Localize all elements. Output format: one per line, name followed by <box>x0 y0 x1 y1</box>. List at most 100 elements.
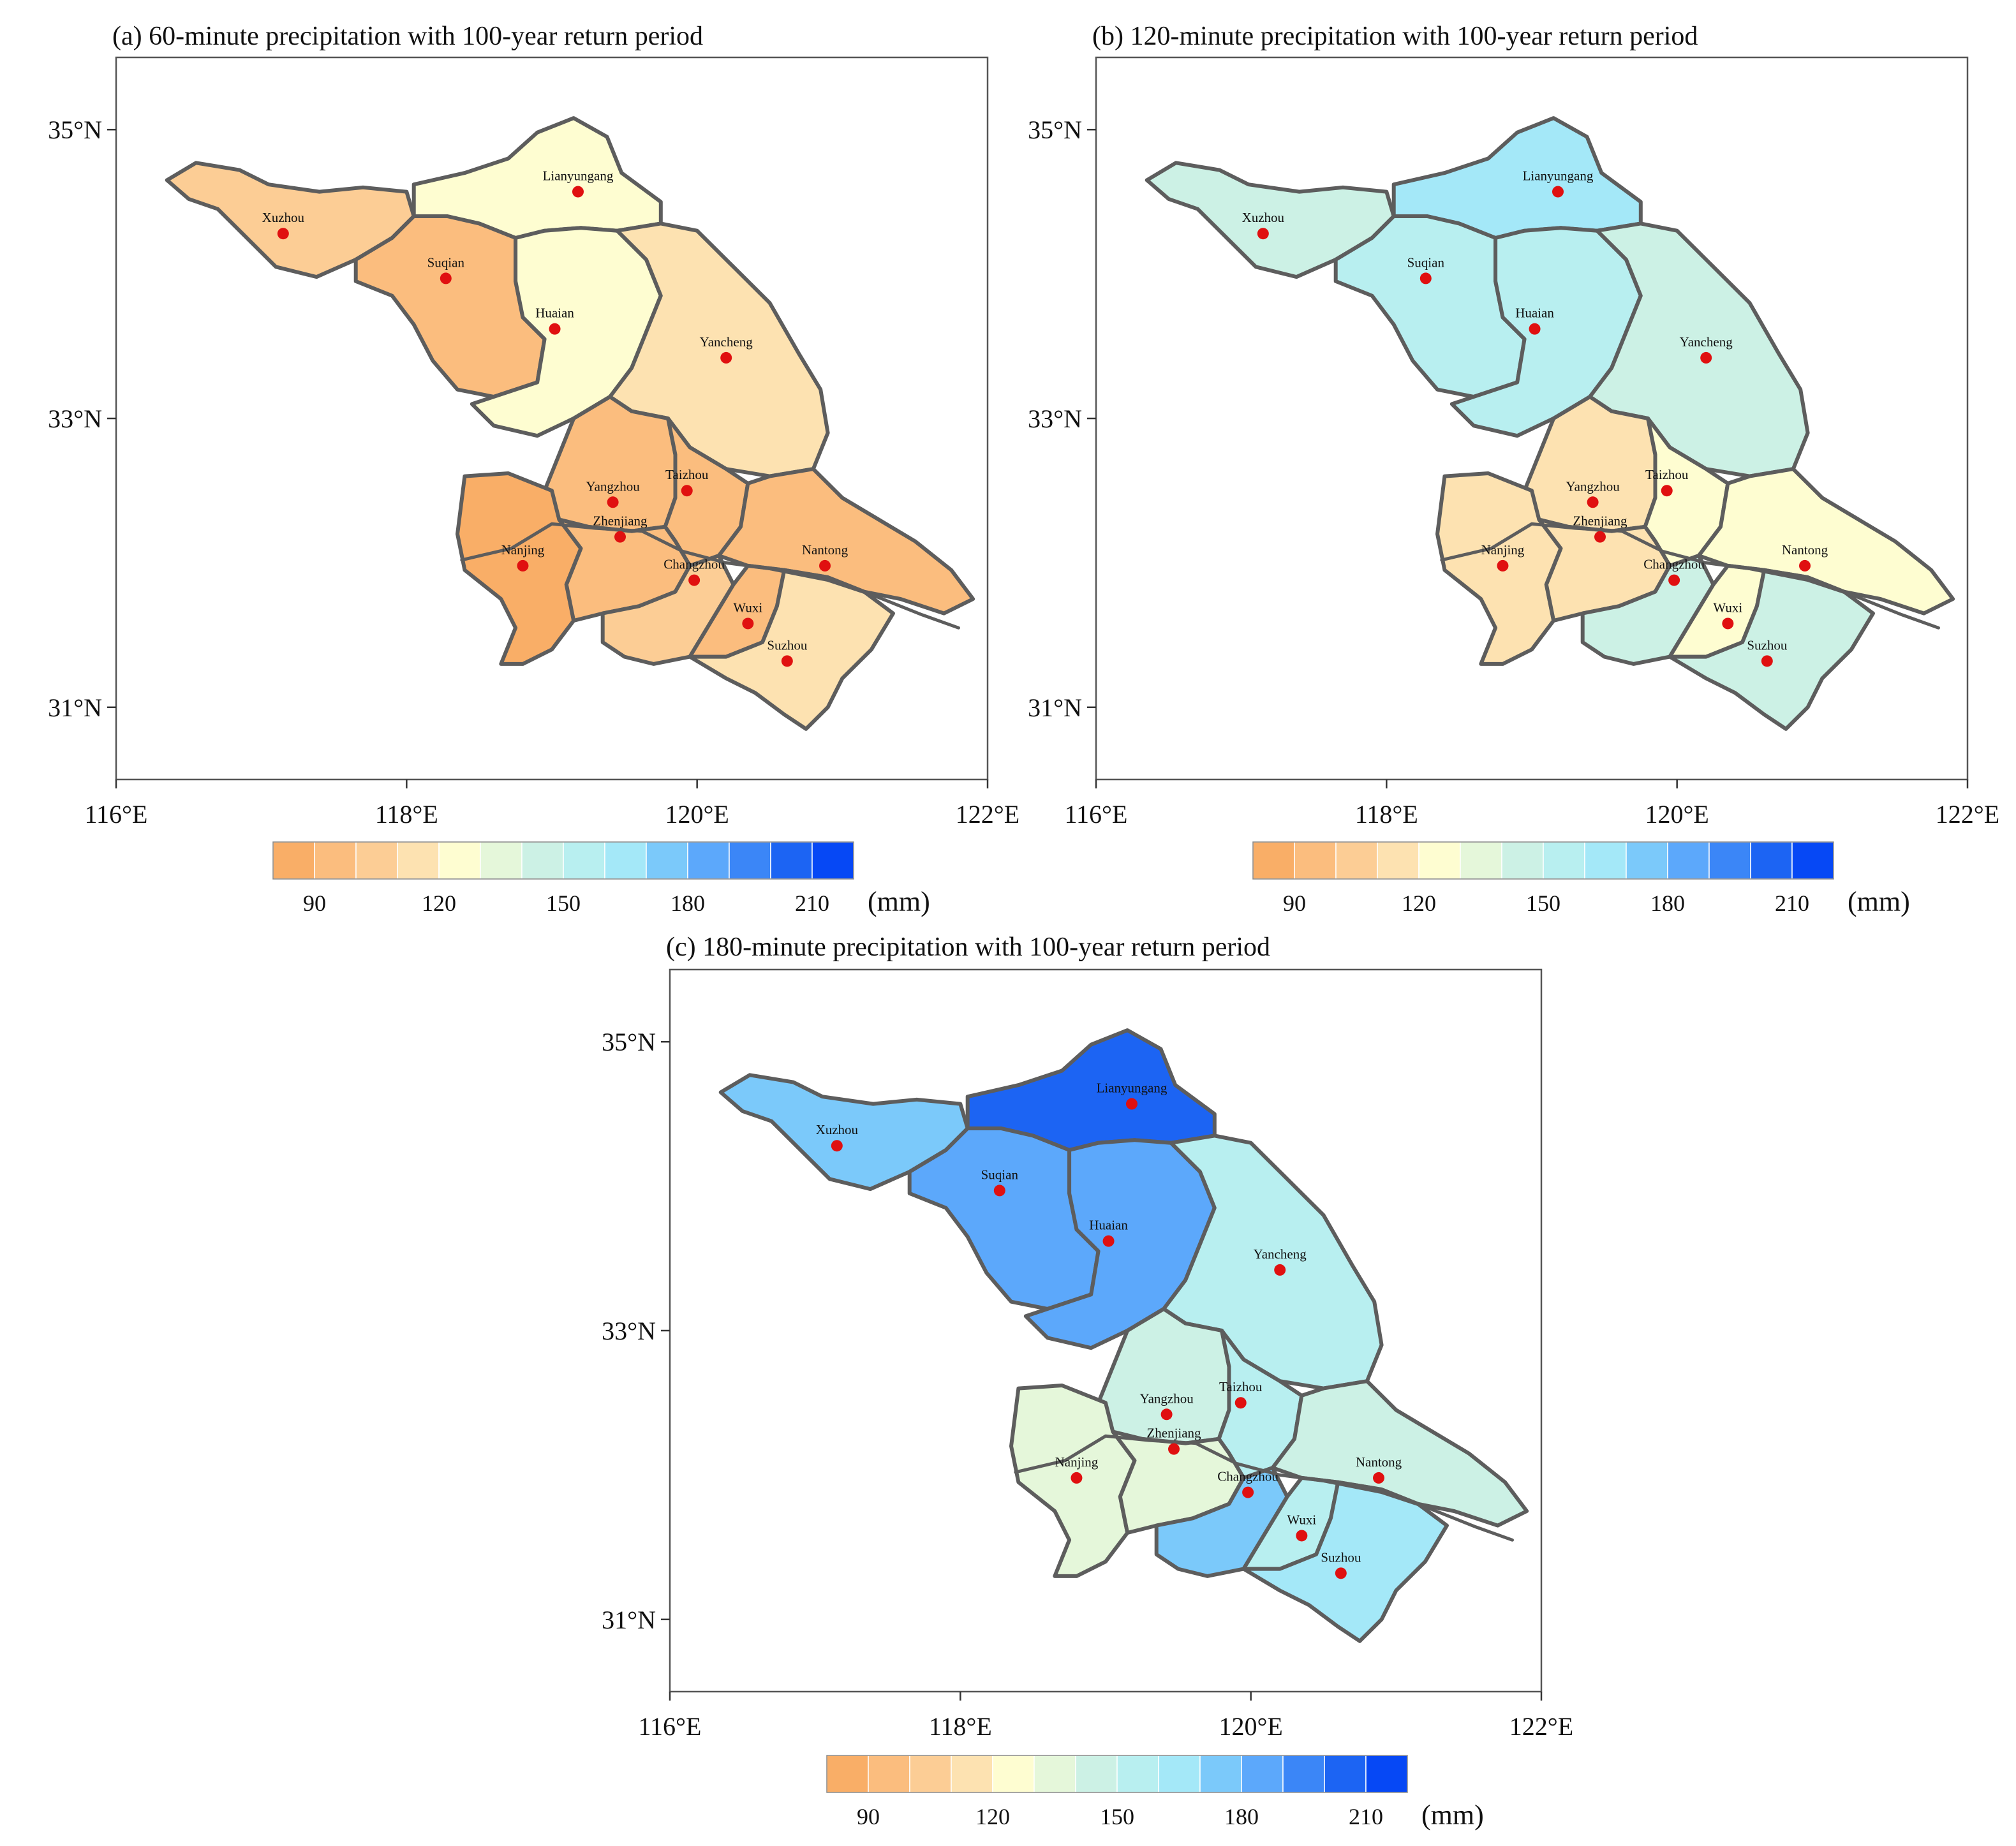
map-panel-c: (c) 180-minute precipitation with 100-ye… <box>602 933 1573 1831</box>
colorbar-swatch <box>397 841 440 880</box>
colorbar-outline <box>272 841 854 880</box>
city-marker <box>1419 272 1432 284</box>
city-label: Taizhou <box>1219 1379 1263 1394</box>
y-tick-label: 35°N <box>1028 115 1082 144</box>
colorbar-label: 120 <box>975 1804 1010 1829</box>
city-marker <box>607 496 619 508</box>
colorbar-label: 210 <box>1349 1804 1383 1829</box>
colorbar-swatch <box>1791 841 1834 880</box>
y-tick-label: 31°N <box>1028 693 1082 722</box>
x-tick-label: 116°E <box>1065 800 1128 829</box>
colorbar-swatch <box>563 841 605 880</box>
colorbar-label: 90 <box>1283 890 1306 916</box>
city-label: Xuzhou <box>262 210 305 225</box>
city-label: Lianyungang <box>1097 1081 1167 1096</box>
city-marker <box>1296 1530 1308 1542</box>
colorbar-swatch <box>1377 841 1419 880</box>
colorbar-label: 150 <box>1100 1804 1134 1829</box>
city-label: Yangzhou <box>586 478 641 494</box>
city-marker <box>1661 485 1673 497</box>
city-marker <box>1168 1443 1180 1455</box>
colorbar-swatch <box>1116 1755 1159 1793</box>
colorbar-swatch <box>909 1755 952 1793</box>
colorbar: 90 120 150 180 210 (mm) <box>272 841 930 917</box>
city-label: Yancheng <box>1680 334 1733 350</box>
city-marker <box>549 323 561 335</box>
city-marker <box>1529 323 1541 335</box>
city-marker <box>681 485 693 497</box>
city-label: Changzhou <box>663 557 725 572</box>
colorbar-swatch <box>1252 841 1295 880</box>
y-tick-label: 33°N <box>48 404 102 433</box>
map-panel-a: (a) 60-minute precipitation with 100-yea… <box>48 22 1019 917</box>
city-label: Yangzhou <box>1140 1391 1194 1406</box>
city-marker <box>572 186 584 198</box>
city-marker <box>1552 186 1564 198</box>
city-marker <box>1071 1472 1083 1484</box>
yangtze-river-line <box>1440 522 1940 630</box>
colorbar-swatch <box>868 1755 910 1793</box>
city-label: Wuxi <box>1713 600 1742 615</box>
city-marker <box>831 1140 843 1152</box>
colorbar-swatch <box>1241 1755 1284 1793</box>
city-marker <box>1799 559 1811 572</box>
colorbar-label: 150 <box>546 890 581 916</box>
city-marker <box>742 617 754 630</box>
region-yancheng <box>1588 221 1810 478</box>
colorbar-swatch <box>355 841 398 880</box>
city-label: Lianyungang <box>1523 168 1594 184</box>
x-tick-label: 118°E <box>929 1712 992 1741</box>
city-label: Suzhou <box>1747 637 1788 653</box>
colorbar-swatch <box>992 1755 1035 1793</box>
colorbar-label: 210 <box>795 890 829 916</box>
yangtze-river-line <box>460 522 960 630</box>
city-label: Nantong <box>1356 1454 1402 1470</box>
city-label: Taizhou <box>1645 467 1689 482</box>
y-tick-label: 31°N <box>48 693 102 722</box>
city-marker <box>781 655 793 667</box>
city-marker <box>688 574 700 586</box>
city-label: Suzhou <box>1321 1549 1361 1565</box>
city-marker <box>517 559 529 572</box>
colorbar-label: 210 <box>1775 890 1809 916</box>
city-label: Nantong <box>1782 542 1828 557</box>
city-marker <box>1668 574 1680 586</box>
city-marker <box>1587 496 1599 508</box>
x-tick-label: 116°E <box>85 800 148 829</box>
colorbar-label: 180 <box>1224 1804 1259 1829</box>
y-tick-label: 31°N <box>602 1606 656 1634</box>
city-label: Suqian <box>427 255 465 270</box>
colorbar-swatch <box>812 841 854 880</box>
city-marker <box>1160 1408 1173 1421</box>
colorbar-swatch <box>521 841 564 880</box>
colorbar-swatch <box>272 841 315 880</box>
colorbar-swatch <box>770 841 813 880</box>
colorbar-swatch <box>1158 1755 1201 1793</box>
region-suzhou <box>688 568 895 731</box>
y-tick-label: 35°N <box>602 1028 656 1056</box>
region-nantong <box>1270 1379 1529 1528</box>
colorbar-swatch <box>646 841 688 880</box>
region-yancheng <box>608 221 830 478</box>
x-tick-label: 120°E <box>1219 1712 1282 1741</box>
city-marker <box>1257 228 1269 240</box>
city-marker <box>1594 531 1606 543</box>
city-label: Suzhou <box>767 637 808 653</box>
colorbar-unit: (mm) <box>1421 1799 1484 1831</box>
city-label: Yancheng <box>700 334 753 350</box>
colorbar-unit: (mm) <box>868 886 930 917</box>
colorbar: 90 120 150 180 210 (mm) <box>1252 841 1910 917</box>
colorbar-swatch <box>1626 841 1668 880</box>
city-label: Suqian <box>981 1167 1019 1182</box>
colorbar-label: 120 <box>422 890 456 916</box>
x-tick-label: 122°E <box>956 800 1019 829</box>
yangtze-river-line <box>1014 1434 1514 1542</box>
colorbar-swatch <box>1282 1755 1325 1793</box>
city-marker <box>1373 1472 1385 1484</box>
city-label: Nanjing <box>1481 542 1525 557</box>
colorbar-swatch <box>1034 1755 1076 1793</box>
colorbar-swatch <box>729 841 771 880</box>
city-marker <box>1722 617 1734 630</box>
city-label: Changzhou <box>1643 557 1705 572</box>
colorbar-swatch <box>1324 1755 1367 1793</box>
